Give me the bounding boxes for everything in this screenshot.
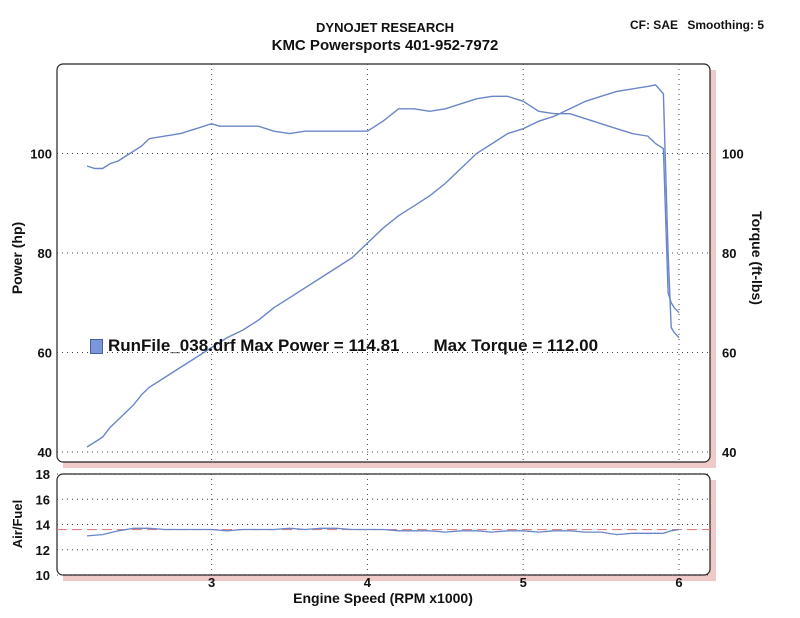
main-plot-frame (56, 63, 711, 463)
power-tick-label: 60 (38, 346, 52, 361)
smoothing-level: Smoothing: 5 (687, 18, 764, 32)
rpm-tick-label: 4 (364, 575, 372, 590)
power-tick-label: 80 (38, 246, 52, 261)
torque-curve (86, 95, 680, 314)
chart-title: DYNOJET RESEARCH (316, 20, 454, 35)
correction-factor: CF: SAE (629, 18, 678, 32)
afr-axis-title: Air/Fuel (10, 500, 25, 548)
rpm-tick-label: 6 (675, 575, 682, 590)
afr-tick-label: 12 (36, 543, 50, 558)
torque-tick-label: 40 (722, 445, 736, 460)
rpm-axis-title: Engine Speed (RPM x1000) (293, 590, 473, 606)
legend-run-label: RunFile_038.drf Max Power = 114.81 (108, 336, 400, 355)
power-tick-label: 40 (38, 445, 52, 460)
legend-swatch (90, 338, 103, 354)
afr-tick-label: 10 (36, 568, 50, 583)
afr-tick-label: 14 (36, 518, 51, 533)
legend-max-torque: Max Torque = 112.00 (433, 336, 599, 355)
afr-tick-label: 16 (36, 492, 50, 507)
power-tick-label: 100 (30, 147, 52, 162)
run-settings: CF: SAE Smoothing: 5 (630, 18, 764, 32)
power-curve (86, 84, 680, 448)
rpm-tick-label: 3 (208, 575, 215, 590)
afr-tick-label: 18 (36, 467, 50, 482)
torque-tick-label: 100 (722, 147, 744, 162)
power-axis-title: Power (hp) (9, 222, 25, 294)
torque-tick-label: 80 (722, 246, 736, 261)
rpm-tick-label: 5 (520, 575, 527, 590)
torque-tick-label: 60 (722, 346, 736, 361)
afr-curve (86, 527, 680, 537)
torque-axis-title: Torque (ft-lbs) (749, 211, 765, 305)
chart-subtitle: KMC Powersports 401-952-7972 (271, 37, 499, 54)
legend: RunFile_038.drf Max Power = 114.81 Max T… (90, 336, 598, 356)
